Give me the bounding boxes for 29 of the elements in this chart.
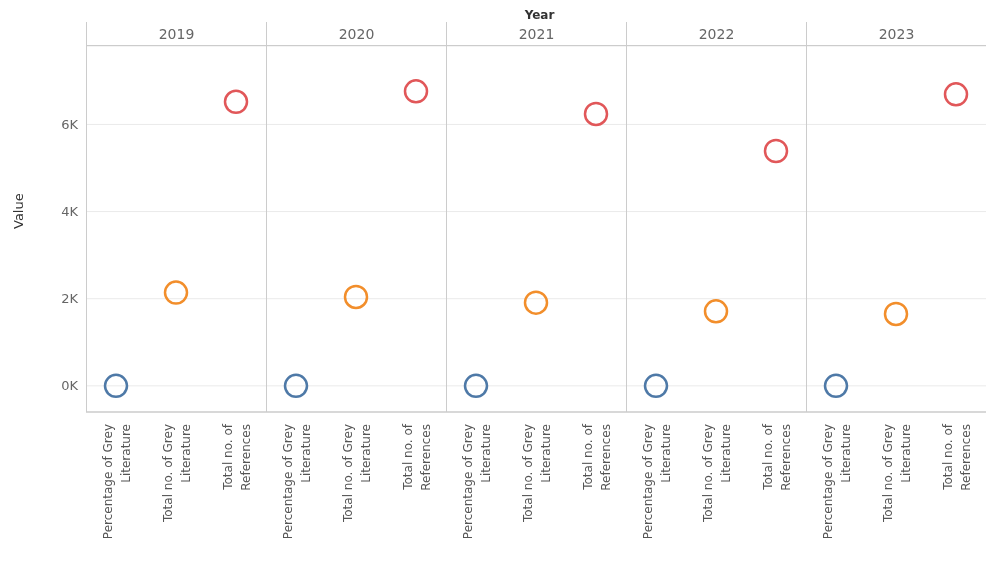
x-tick-label: Total no. of References (941, 423, 973, 491)
x-tick-label: Total no. of References (761, 423, 793, 491)
y-tick-label: 0K (61, 378, 79, 394)
x-tick-label: Total no. of References (221, 423, 253, 491)
x-tick-label: Percentage of Grey Literature (641, 424, 673, 540)
chart-title: 2019 (86, 22, 266, 46)
text: Year (524, 8, 555, 22)
x-tick-label: Percentage of Grey Literature (821, 424, 853, 540)
x-tick-label: Total no. of Grey Literature (521, 424, 553, 524)
y-tick-label: 4K (61, 204, 79, 220)
y-tick-label: 6K (61, 117, 79, 133)
chart-title: 2020 (266, 22, 446, 46)
chart-title: 2022 (626, 22, 806, 46)
y-tick-label: 2K (61, 291, 79, 307)
x-tick-label: Total no. of Grey Literature (161, 424, 193, 524)
x-tick-label: Total no. of References (581, 423, 613, 491)
chart-title: 2021 (446, 22, 626, 46)
y-axis-title: Value (10, 193, 26, 229)
x-tick-label: Percentage of Grey Literature (461, 424, 493, 540)
chart-title: 2023 (806, 22, 986, 46)
x-tick-label: Total no. of Grey Literature (341, 424, 373, 524)
point (163, 280, 189, 305)
x-tick-label: Percentage of Grey Literature (101, 424, 133, 540)
x-tick-label: Total no. of Grey Literature (701, 424, 733, 524)
point (223, 89, 249, 115)
x-tick-label: Percentage of Grey Literature (281, 424, 313, 540)
point (103, 373, 129, 399)
x-tick-label: Total no. of References (401, 423, 433, 491)
x-tick-label: Total no. of Grey Literature (881, 424, 913, 524)
